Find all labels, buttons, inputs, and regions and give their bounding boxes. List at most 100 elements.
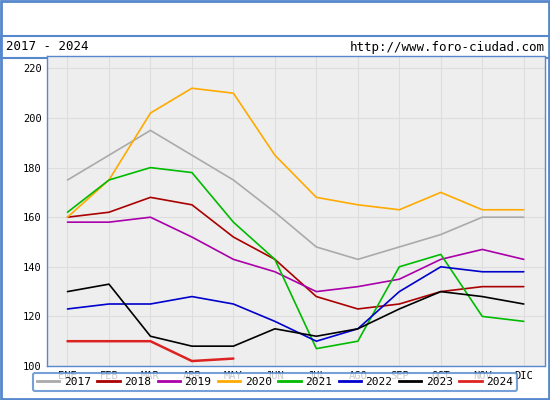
Text: http://www.foro-ciudad.com: http://www.foro-ciudad.com (349, 40, 544, 54)
2023 (355, 326, 361, 331)
2023 (396, 306, 403, 311)
2018 (355, 306, 361, 311)
2019 (313, 289, 320, 294)
2017 (272, 210, 278, 215)
2020 (437, 190, 444, 195)
2022 (147, 302, 154, 306)
2022 (437, 264, 444, 269)
2021 (272, 257, 278, 262)
2020 (189, 86, 195, 91)
2024 (230, 356, 236, 361)
2019 (64, 220, 71, 224)
2022 (479, 269, 486, 274)
2019 (396, 277, 403, 282)
2021 (147, 165, 154, 170)
Line: 2017: 2017 (68, 130, 524, 259)
2019 (355, 284, 361, 289)
2017 (189, 153, 195, 158)
2018 (230, 235, 236, 240)
2017 (520, 215, 527, 220)
2022 (230, 302, 236, 306)
2018 (313, 294, 320, 299)
2017 (106, 153, 112, 158)
2021 (355, 339, 361, 344)
2021 (230, 220, 236, 224)
2017 (230, 178, 236, 182)
Line: 2020: 2020 (68, 88, 524, 217)
2022 (355, 326, 361, 331)
2020 (106, 178, 112, 182)
2017 (147, 128, 154, 133)
2022 (272, 319, 278, 324)
2023 (437, 289, 444, 294)
2017 (437, 232, 444, 237)
2019 (479, 247, 486, 252)
2022 (189, 294, 195, 299)
2020 (396, 207, 403, 212)
2018 (272, 257, 278, 262)
2023 (64, 289, 71, 294)
2019 (189, 235, 195, 240)
2024 (147, 339, 154, 344)
Text: Evolucion del paro registrado en Fontanar: Evolucion del paro registrado en Fontana… (88, 12, 462, 26)
2024 (64, 339, 71, 344)
2023 (106, 282, 112, 286)
2021 (64, 210, 71, 215)
Line: 2021: 2021 (68, 168, 524, 349)
2018 (520, 284, 527, 289)
2019 (520, 257, 527, 262)
2024 (106, 339, 112, 344)
2020 (64, 215, 71, 220)
2020 (313, 195, 320, 200)
2017 (396, 244, 403, 249)
2020 (355, 202, 361, 207)
Line: 2024: 2024 (68, 341, 233, 361)
2017 (313, 244, 320, 249)
2022 (64, 306, 71, 311)
2017 (355, 257, 361, 262)
2021 (189, 170, 195, 175)
2024 (189, 359, 195, 364)
2022 (313, 339, 320, 344)
2018 (106, 210, 112, 215)
2018 (64, 215, 71, 220)
2023 (520, 302, 527, 306)
Legend: 2017, 2018, 2019, 2020, 2021, 2022, 2023, 2024: 2017, 2018, 2019, 2020, 2021, 2022, 2023… (32, 372, 518, 392)
2020 (147, 111, 154, 116)
2022 (520, 269, 527, 274)
2021 (313, 346, 320, 351)
2020 (520, 207, 527, 212)
2019 (272, 269, 278, 274)
2018 (189, 202, 195, 207)
2017 (64, 178, 71, 182)
2020 (230, 91, 236, 96)
2021 (520, 319, 527, 324)
2023 (147, 334, 154, 339)
2018 (147, 195, 154, 200)
Line: 2023: 2023 (68, 284, 524, 346)
2022 (396, 289, 403, 294)
Line: 2018: 2018 (68, 197, 524, 309)
2018 (437, 289, 444, 294)
2019 (437, 257, 444, 262)
2023 (189, 344, 195, 348)
2021 (437, 252, 444, 257)
Line: 2022: 2022 (68, 267, 524, 341)
2021 (396, 264, 403, 269)
2019 (106, 220, 112, 224)
Text: 2017 - 2024: 2017 - 2024 (6, 40, 88, 54)
2023 (272, 326, 278, 331)
2018 (479, 284, 486, 289)
2021 (479, 314, 486, 319)
2020 (272, 153, 278, 158)
2019 (147, 215, 154, 220)
2023 (313, 334, 320, 339)
Line: 2019: 2019 (68, 217, 524, 292)
2023 (479, 294, 486, 299)
2017 (479, 215, 486, 220)
2018 (396, 302, 403, 306)
2021 (106, 178, 112, 182)
2020 (479, 207, 486, 212)
2023 (230, 344, 236, 348)
2022 (106, 302, 112, 306)
